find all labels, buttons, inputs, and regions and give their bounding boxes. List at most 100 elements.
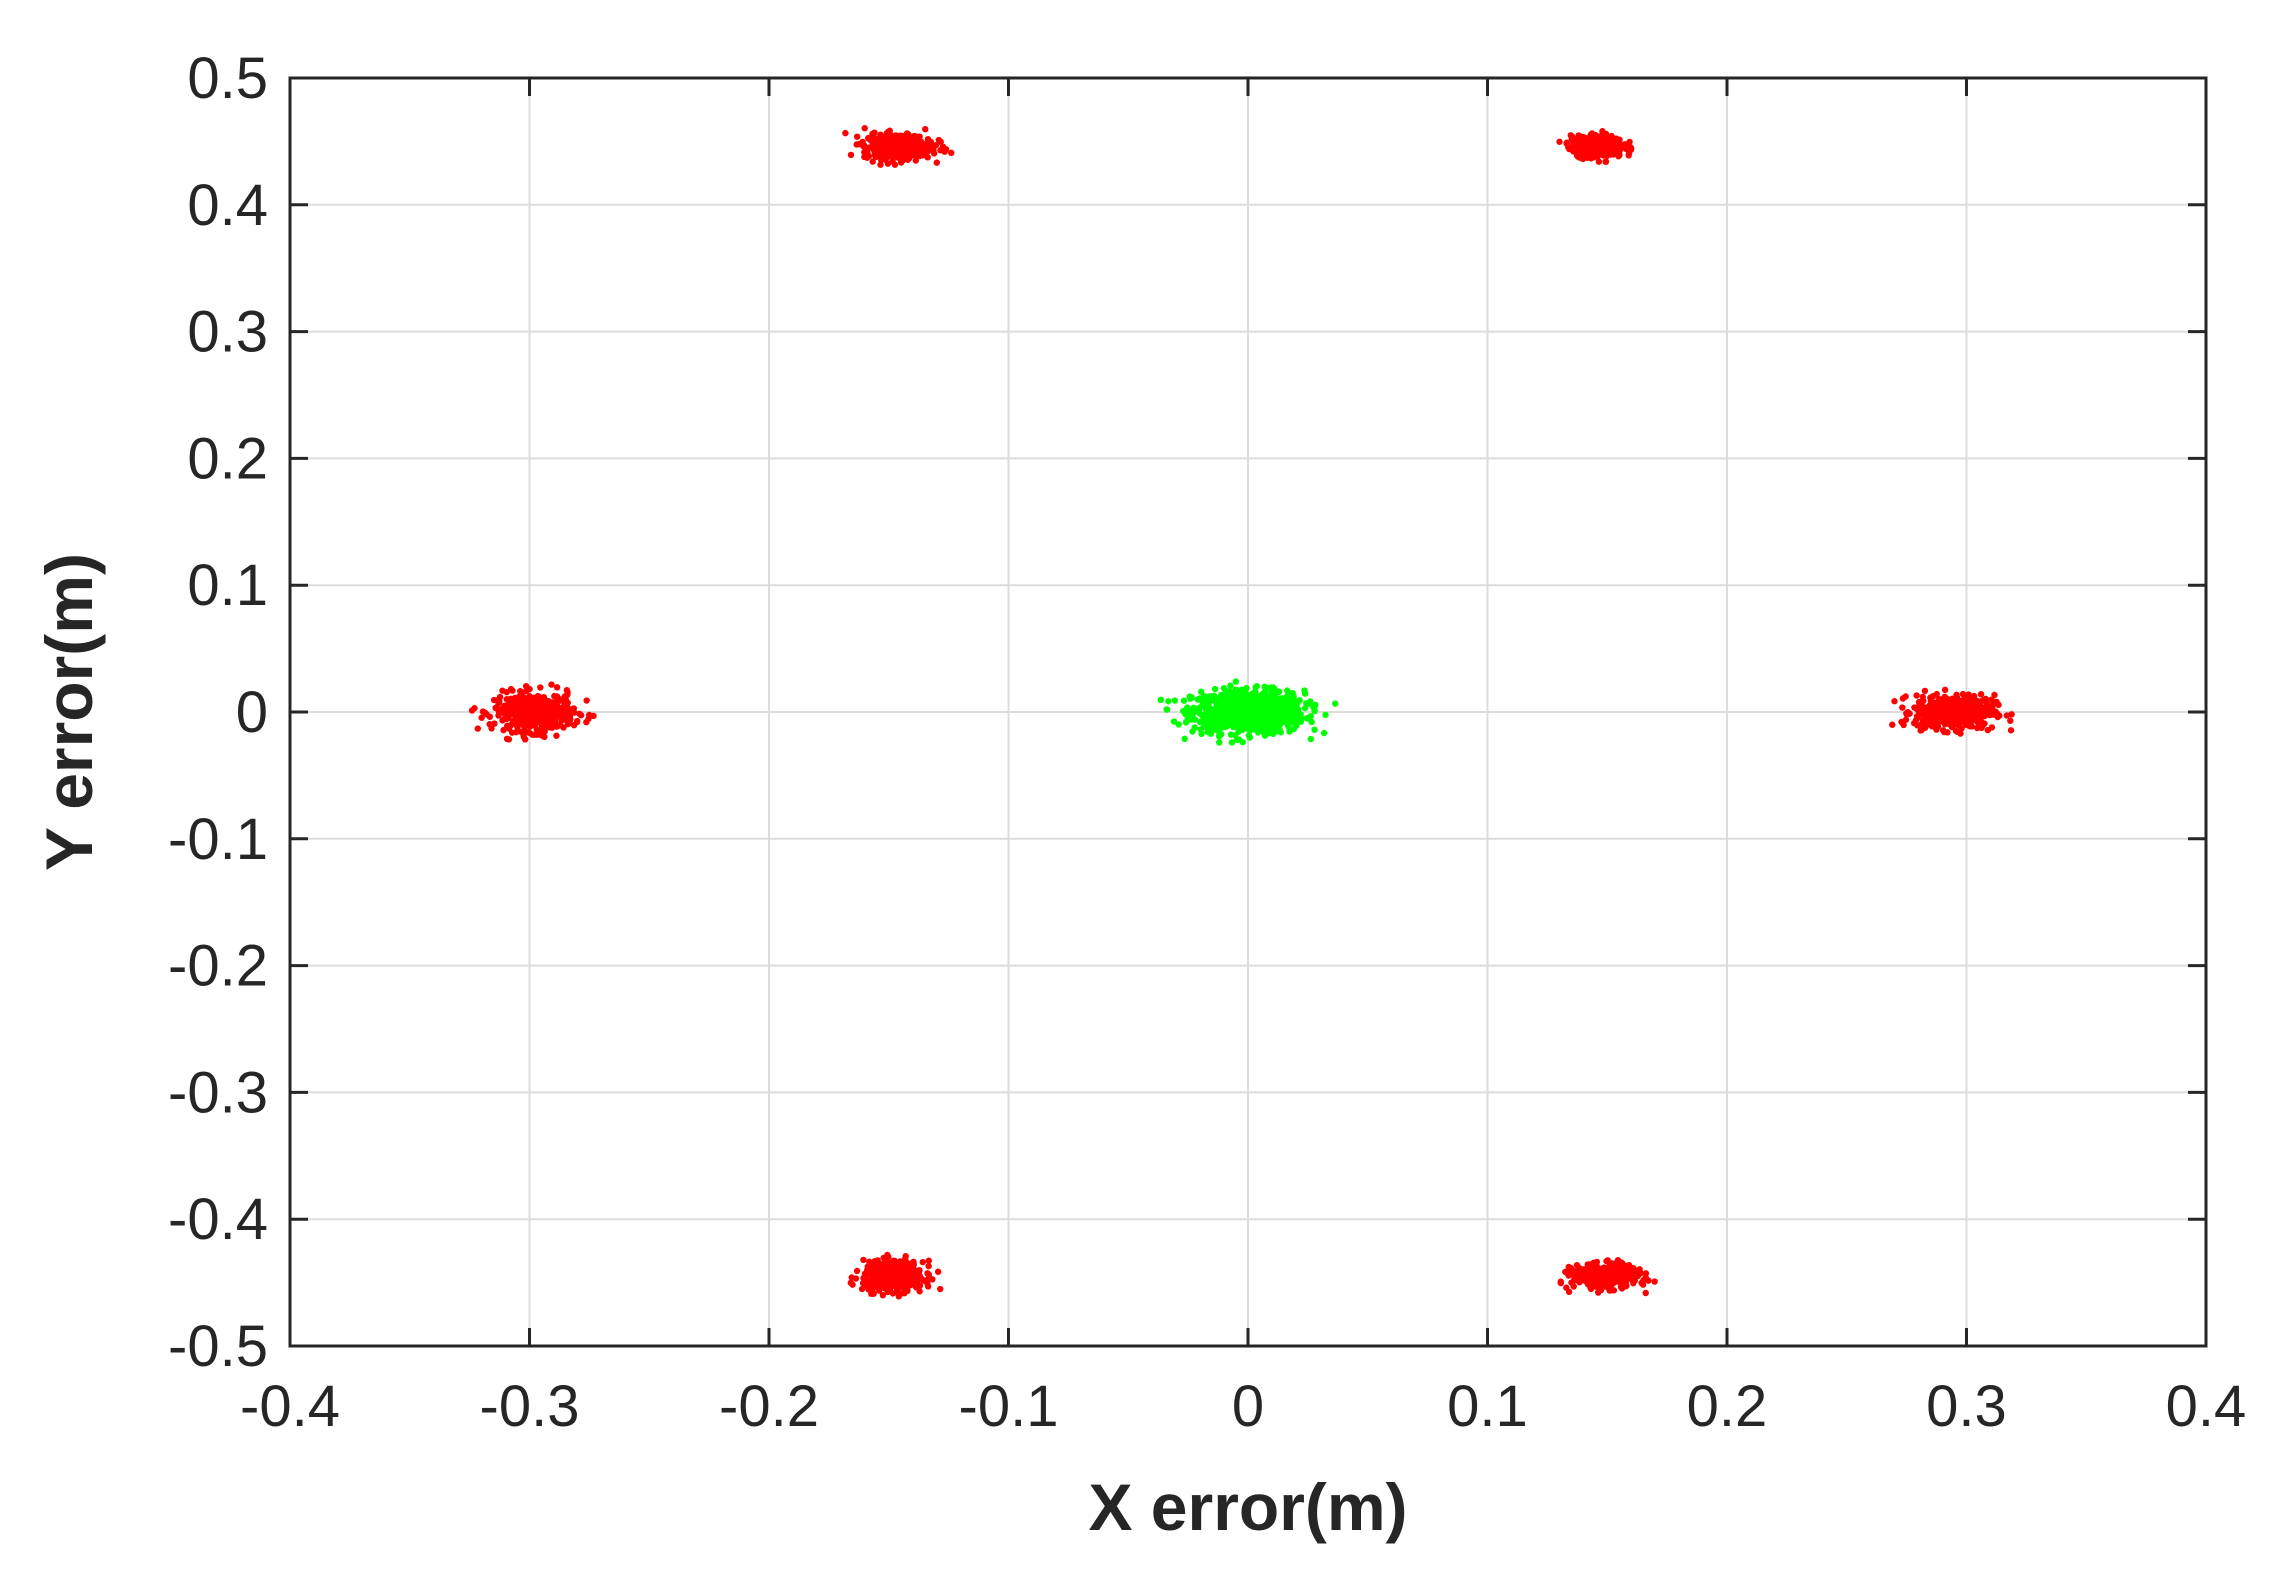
data-point [1891, 698, 1898, 705]
y-axis-title: Y error(m) [32, 553, 106, 871]
data-point [1284, 720, 1292, 727]
data-point [500, 726, 507, 734]
data-point [868, 1290, 875, 1297]
data-point [1595, 158, 1603, 165]
data-point [1272, 691, 1279, 698]
data-point [1226, 700, 1234, 707]
data-point [1604, 140, 1612, 148]
data-point [1165, 698, 1172, 705]
data-point [490, 696, 498, 704]
y-tick-label: -0.5 [168, 1314, 268, 1379]
data-point [1253, 704, 1260, 711]
data-point [1586, 1261, 1594, 1268]
data-points [468, 125, 2015, 1300]
data-point [1631, 1277, 1639, 1284]
data-point [880, 149, 887, 156]
data-point [869, 158, 876, 165]
data-point [884, 1277, 892, 1284]
data-point [523, 707, 531, 715]
data-point [1597, 1272, 1605, 1280]
point-cluster [847, 1251, 944, 1300]
data-point [924, 135, 932, 143]
data-point [1918, 708, 1926, 715]
data-point [861, 153, 868, 161]
data-point [1575, 132, 1582, 139]
data-point [1628, 1265, 1636, 1272]
data-point [1576, 151, 1583, 159]
data-point [1603, 1279, 1610, 1287]
data-point [1568, 1279, 1575, 1286]
data-point [566, 707, 573, 714]
data-point [1322, 711, 1329, 719]
data-point [904, 145, 911, 152]
data-point [1557, 1279, 1565, 1287]
data-point [1190, 709, 1197, 716]
data-point [1239, 690, 1246, 697]
data-point [1240, 697, 1248, 704]
data-point [1914, 722, 1921, 729]
data-point [1276, 703, 1283, 711]
data-point [1948, 723, 1956, 731]
data-point [1941, 693, 1949, 701]
data-point [1651, 1278, 1658, 1285]
data-point [1190, 704, 1197, 712]
data-point [1250, 713, 1257, 720]
data-point [1615, 144, 1622, 152]
data-point [1163, 706, 1170, 713]
data-point [1215, 699, 1222, 707]
data-point [1181, 735, 1188, 743]
data-point [1186, 693, 1193, 700]
data-point [1899, 704, 1906, 711]
data-point [1267, 725, 1275, 733]
data-point [1261, 732, 1269, 739]
data-point [538, 732, 545, 739]
point-cluster [468, 681, 597, 743]
data-point [505, 736, 513, 743]
data-point [874, 1257, 881, 1264]
data-point [1585, 1276, 1593, 1283]
data-point [564, 691, 571, 698]
data-point [1911, 704, 1918, 711]
data-point [1990, 698, 1998, 705]
data-point [1595, 1289, 1602, 1296]
data-point [904, 1260, 911, 1267]
data-point [922, 125, 929, 133]
data-point [1959, 690, 1967, 698]
data-point [875, 1287, 883, 1294]
data-point [1230, 723, 1237, 731]
data-point [1943, 717, 1950, 725]
data-point [925, 1257, 932, 1264]
data-point [868, 1265, 875, 1273]
data-point [1954, 716, 1961, 724]
data-point [495, 712, 502, 719]
data-point [567, 715, 574, 723]
data-point [543, 722, 551, 729]
y-tick-label: 0.2 [187, 426, 268, 491]
data-point [1610, 140, 1618, 148]
x-axis-title: X error(m) [1088, 1470, 1407, 1544]
data-point [1204, 704, 1211, 711]
data-point [509, 699, 516, 707]
data-point [853, 1267, 861, 1275]
data-point [1593, 1258, 1601, 1266]
data-point [524, 729, 531, 736]
data-point [924, 1270, 931, 1277]
data-point [1642, 1289, 1649, 1297]
data-point [1211, 714, 1219, 721]
x-tick-label: -0.4 [240, 1374, 340, 1439]
data-point [585, 715, 592, 723]
data-point [478, 714, 485, 721]
data-point [1232, 678, 1239, 685]
data-point [1580, 1276, 1587, 1283]
data-point [897, 156, 905, 164]
data-point [1320, 729, 1328, 737]
data-point [1233, 717, 1240, 724]
data-point [1260, 705, 1267, 712]
data-point [1286, 728, 1293, 735]
data-point [548, 681, 555, 688]
data-point [1220, 692, 1228, 699]
data-point [870, 1271, 877, 1278]
data-point [1579, 1266, 1586, 1273]
data-point [1182, 707, 1189, 714]
data-point [1918, 726, 1926, 734]
